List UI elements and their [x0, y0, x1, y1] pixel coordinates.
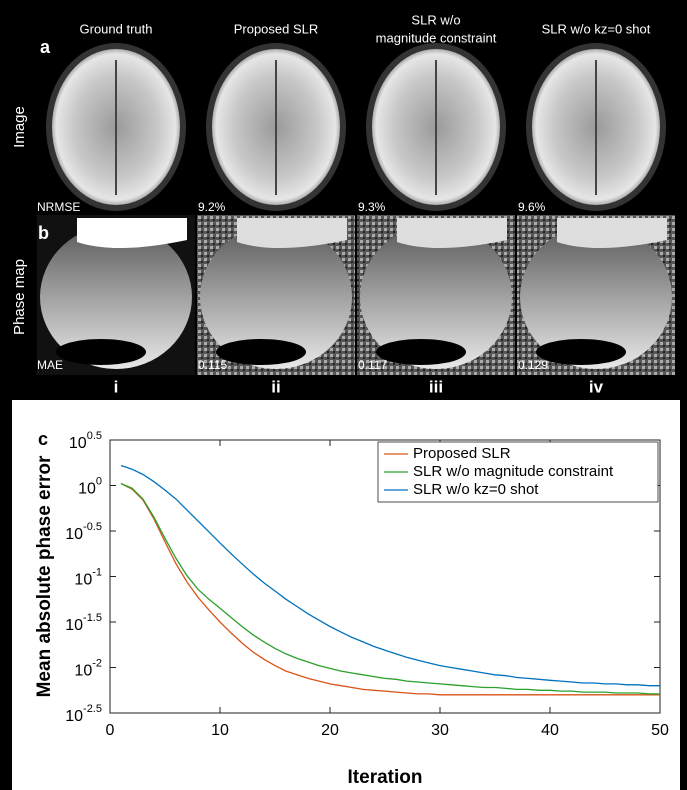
mae-value: 0.117	[358, 358, 387, 372]
tick-exponent: -2.5	[83, 703, 102, 715]
mae-value: 0.129	[518, 358, 548, 372]
tick-base: 10	[65, 617, 83, 634]
phase-top-blob	[557, 218, 667, 249]
column-numeral: iv	[589, 377, 604, 396]
row-label: Phase map	[11, 259, 28, 335]
x-tick-label: 40	[541, 722, 559, 739]
metric-name: NRMSE	[37, 200, 80, 214]
y-tick-label: 10-1.5	[65, 612, 102, 634]
tick-exponent: -1	[92, 566, 102, 578]
legend-label: SLR w/o magnitude constraint	[413, 463, 614, 480]
tick-base: 10	[65, 708, 83, 725]
series-line	[120, 483, 660, 696]
x-tick-label: 30	[431, 722, 449, 739]
tick-exponent: -2	[92, 657, 102, 669]
column-numeral: iii	[429, 377, 443, 396]
x-tick-label: 20	[321, 722, 339, 739]
x-tick-label: 10	[211, 722, 229, 739]
image-grid	[37, 43, 675, 375]
column-header: SLR w/o	[411, 12, 460, 27]
tick-exponent: -0.5	[83, 521, 102, 533]
nrmse-value: 9.2%	[198, 200, 226, 214]
column-numeral: i	[114, 377, 119, 396]
tick-base: 10	[69, 435, 87, 452]
column-numeral: ii	[271, 377, 280, 396]
x-tick-label: 50	[651, 722, 669, 739]
tick-exponent: -1.5	[83, 612, 102, 624]
y-tick-label: 100	[78, 475, 102, 497]
phase-top-blob	[397, 218, 507, 249]
phase-map	[40, 225, 192, 369]
mae-value: 0.115	[198, 358, 227, 372]
phase-map	[360, 225, 512, 369]
phase-bottom-blob	[536, 339, 626, 365]
phase-bottom-blob	[376, 339, 466, 365]
y-tick-label: 100.5	[69, 430, 102, 452]
nrmse-value: 9.3%	[358, 200, 386, 214]
tick-exponent: 0.5	[87, 430, 102, 442]
x-tick-label: 0	[106, 722, 115, 739]
row-label: Image	[11, 106, 28, 148]
tick-base: 10	[74, 572, 92, 589]
tick-base: 10	[78, 481, 96, 498]
legend-label: Proposed SLR	[413, 445, 511, 462]
tick-base: 10	[65, 526, 83, 543]
panel-label: a	[40, 37, 51, 57]
tick-base: 10	[74, 663, 92, 680]
column-header: magnitude constraint	[376, 30, 497, 45]
panel-label: b	[38, 223, 49, 243]
tick-exponent: 0	[96, 475, 102, 487]
series-line	[120, 483, 660, 695]
y-tick-label: 10-1	[74, 566, 102, 588]
x-axis-label: Iteration	[348, 767, 423, 788]
phase-map	[200, 225, 352, 369]
phase-map	[520, 225, 672, 369]
phase-top-blob	[237, 218, 347, 249]
phase-bottom-blob	[216, 339, 306, 365]
nrmse-value: 9.6%	[518, 200, 546, 214]
column-header: Proposed SLR	[234, 21, 319, 36]
y-tick-label: 10-0.5	[65, 521, 102, 543]
column-header: SLR w/o kz=0 shot	[542, 21, 651, 36]
phase-bottom-blob	[56, 339, 146, 365]
panel-label: c	[38, 429, 48, 449]
column-header: Ground truth	[80, 21, 153, 36]
legend-box	[377, 441, 659, 503]
legend-label: SLR w/o kz=0 shot	[413, 481, 539, 498]
series-line	[120, 464, 660, 687]
phase-top-blob	[77, 218, 187, 249]
y-axis-label: Mean absolute phase error	[34, 455, 55, 697]
metric-name: MAE	[37, 358, 63, 372]
y-tick-label: 10-2	[74, 657, 102, 679]
y-tick-label: 10-2.5	[65, 703, 102, 725]
